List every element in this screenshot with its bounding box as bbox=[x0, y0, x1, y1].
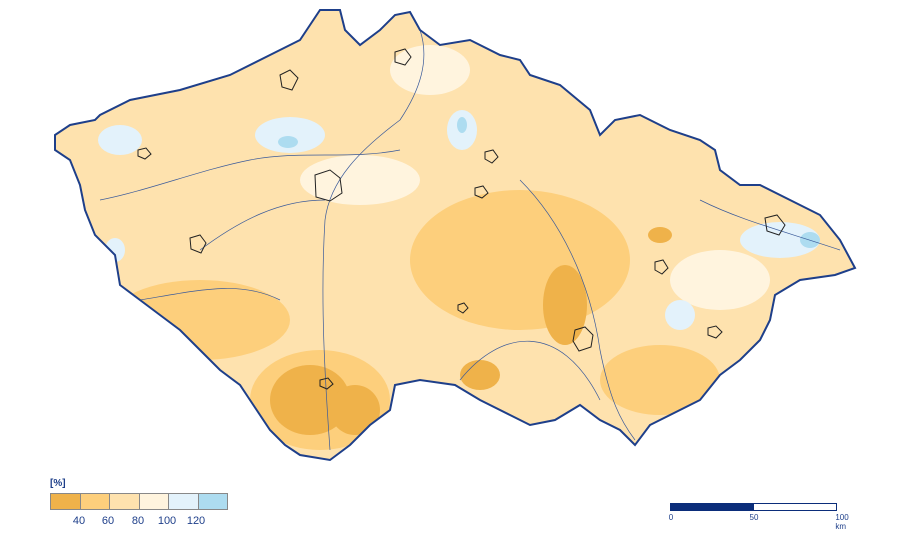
legend-tick: 80 bbox=[131, 515, 145, 527]
legend-swatch bbox=[139, 494, 169, 509]
legend-tick: 60 bbox=[101, 515, 115, 527]
city-outlines bbox=[137, 48, 786, 390]
legend-tick: 100 bbox=[157, 515, 177, 527]
legend-swatch bbox=[51, 494, 81, 509]
legend-color-bar bbox=[50, 493, 228, 510]
legend-swatch bbox=[198, 494, 227, 509]
scale-label: 100 km bbox=[835, 513, 849, 531]
scale-label: 0 bbox=[668, 513, 674, 522]
legend-tick: 120 bbox=[186, 515, 206, 527]
legend-tick: 40 bbox=[72, 515, 86, 527]
precipitation-fill bbox=[55, 10, 855, 460]
legend-swatch bbox=[110, 494, 140, 509]
scale-label: 50 bbox=[749, 513, 759, 522]
legend: [%] 40 60 80 100 120 bbox=[50, 478, 228, 529]
legend-swatch bbox=[80, 494, 110, 509]
rivers bbox=[99, 29, 841, 451]
scale-bar: 0 50 100 km bbox=[668, 503, 849, 531]
precipitation-map bbox=[54, 9, 856, 461]
legend-unit: [%] bbox=[50, 478, 66, 489]
legend-swatch bbox=[169, 494, 199, 509]
